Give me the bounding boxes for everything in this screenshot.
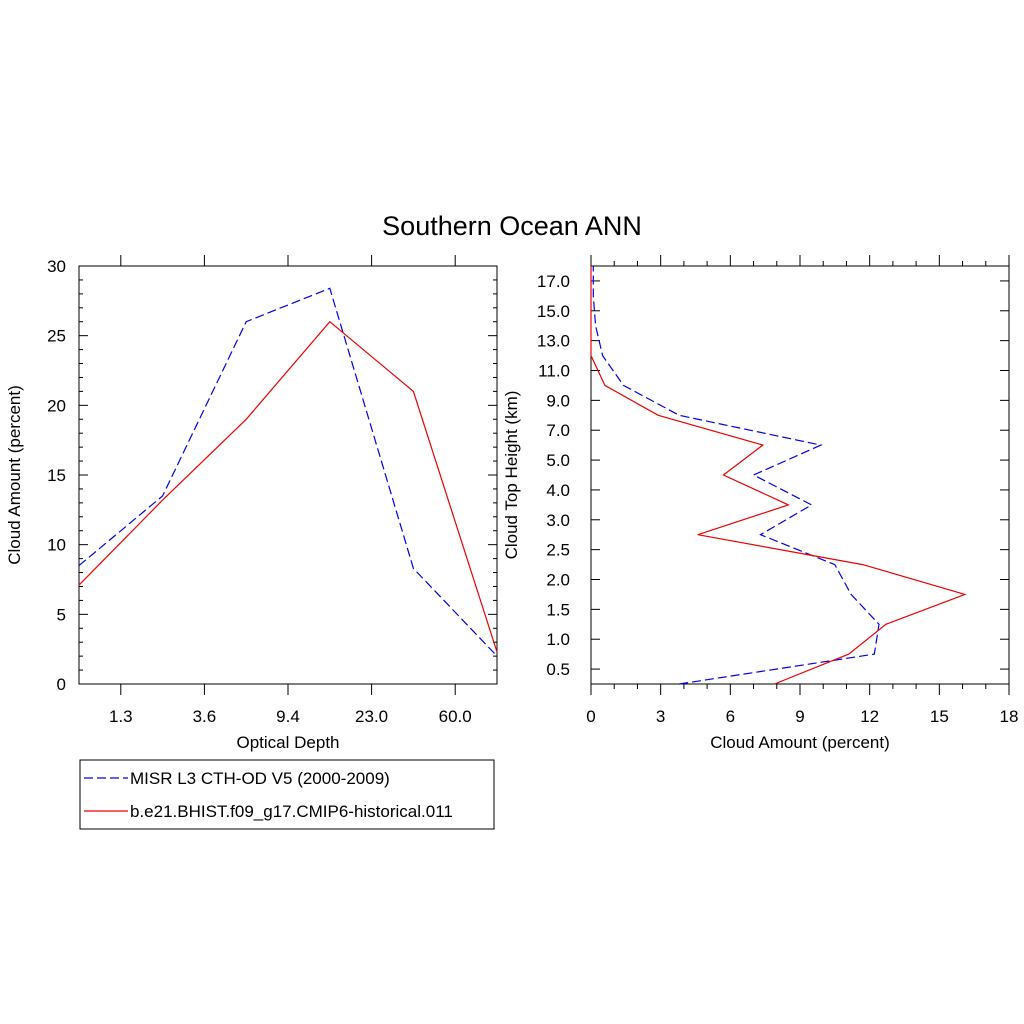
right-x-tick-label: 3 (656, 707, 665, 726)
right-y-tick-label: 0.5 (546, 660, 570, 679)
left-x-tick-label: 1.3 (109, 707, 133, 726)
left-plot-frame (78, 265, 498, 685)
left-x-axis-label: Optical Depth (237, 733, 340, 752)
left-series-model-line (78, 320, 498, 653)
right-ticks: 0 3 6 9 12 15 18 0.5 1.0 1.5 2.0 2.5 3.0 4.0 5.0 7.0 9.0… (537, 255, 1019, 726)
right-y-tick-label: 5.0 (546, 451, 570, 470)
right-y-tick-label: 17.0 (537, 272, 570, 291)
left-y-tick-label: 25 (47, 327, 66, 346)
right-series (590, 266, 967, 685)
legend-label-model: b.e21.BHIST.f09_g17.CMIP6-historical.011 (130, 802, 453, 821)
right-y-tick-label: 9.0 (546, 391, 570, 410)
left-y-tick-label: 5 (57, 605, 66, 624)
right-y-tick-label: 13.0 (537, 332, 570, 351)
right-y-tick-label: 1.0 (546, 630, 570, 649)
left-series-obs-line (78, 287, 498, 657)
right-x-tick-label: 9 (795, 707, 804, 726)
right-x-axis-label: Cloud Amount (percent) (710, 733, 890, 752)
left-y-tick-label: 30 (47, 257, 66, 276)
chart-title: Southern Ocean ANN (382, 211, 642, 241)
left-x-tick-label: 23.0 (355, 707, 388, 726)
right-y-axis-label: Cloud Top Height (km) (502, 391, 521, 560)
left-y-axis-label: Cloud Amount (percent) (5, 385, 24, 565)
legend-label-obs: MISR L3 CTH-OD V5 (2000-2009) (130, 769, 390, 788)
right-series-obs-line (592, 266, 880, 685)
right-x-tick-label: 12 (860, 707, 879, 726)
left-series (78, 287, 498, 657)
right-series-model-line (590, 266, 967, 685)
right-y-tick-label: 3.0 (546, 511, 570, 530)
legend-box (79, 759, 495, 830)
left-x-tick-label: 60.0 (439, 707, 472, 726)
left-y-tick-label: 10 (47, 536, 66, 555)
right-x-tick-label: 6 (726, 707, 735, 726)
right-y-tick-label: 15.0 (537, 302, 570, 321)
right-y-tick-label: 2.5 (546, 541, 570, 560)
right-y-tick-label: 4.0 (546, 481, 570, 500)
left-y-tick-label: 15 (47, 466, 66, 485)
right-y-tick-label: 1.5 (546, 600, 570, 619)
right-x-tick-label: 0 (586, 707, 595, 726)
left-y-tick-label: 20 (47, 396, 66, 415)
right-y-tick-label: 2.0 (546, 571, 570, 590)
right-y-tick-label: 11.0 (538, 362, 570, 381)
right-plot-frame (590, 265, 1010, 685)
right-x-tick-label: 15 (930, 707, 949, 726)
right-x-tick-label: 18 (1000, 707, 1019, 726)
left-panel-optical-depth: 0 5 10 15 20 25 30 1.3 3.6 9.4 23.0 60.0 Optical De… (5, 255, 498, 752)
left-x-tick-label: 9.4 (276, 707, 300, 726)
left-y-tick-label: 0 (57, 675, 66, 694)
right-panel-cloud-top-height: 0 3 6 9 12 15 18 0.5 1.0 1.5 2.0 2.5 3.0 4.0 5.0 7.0 9.0… (502, 255, 1018, 752)
legend: MISR L3 CTH-OD V5 (2000-2009) b.e21.BHIS… (79, 759, 495, 830)
right-y-tick-label: 7.0 (546, 421, 570, 440)
left-x-tick-label: 3.6 (193, 707, 217, 726)
left-ticks: 0 5 10 15 20 25 30 1.3 3.6 9.4 23.0 60.0 (47, 255, 497, 726)
